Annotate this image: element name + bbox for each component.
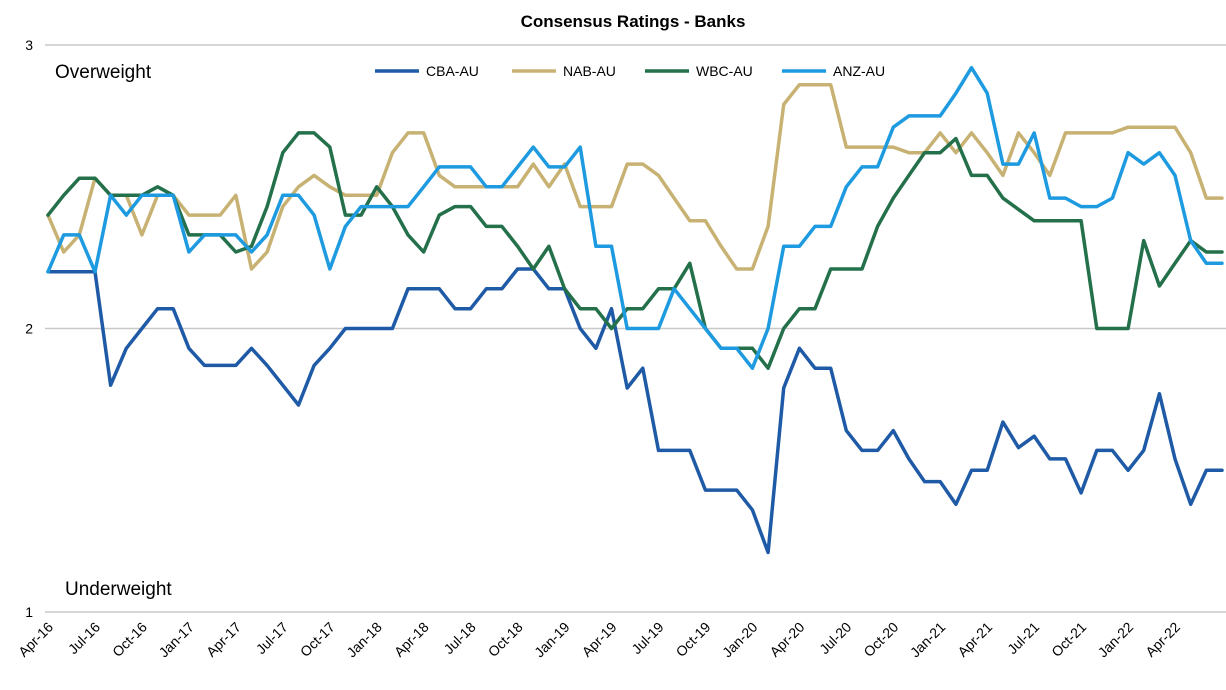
legend: CBA-AU NAB-AU WBC-AU ANZ-AU <box>375 63 885 79</box>
x-tick-label: Jan-22 <box>1095 619 1137 661</box>
legend-label-cba-au: CBA-AU <box>426 63 479 79</box>
x-tick-label: Jan-21 <box>907 619 949 661</box>
x-tick-label: Jul-18 <box>440 619 478 657</box>
x-tick-label: Oct-18 <box>485 619 526 660</box>
series-line-cba-au <box>46 267 1224 555</box>
x-tick-label: Apr-16 <box>15 619 56 660</box>
y-tick-label: 2 <box>25 321 33 337</box>
x-tick-label: Jul-19 <box>628 619 666 657</box>
legend-label-anz-au: ANZ-AU <box>833 63 885 79</box>
x-tick-label: Jul-16 <box>65 619 103 657</box>
underweight-annotation: Underweight <box>65 579 172 600</box>
y-tick-label: 3 <box>25 37 33 53</box>
x-tick-label: Oct-20 <box>860 619 901 660</box>
x-tick-label: Jan-17 <box>155 619 197 661</box>
series-line-nab-au <box>46 82 1224 271</box>
overweight-annotation: Overweight <box>55 62 152 83</box>
y-axis-ticks: 1 2 3 <box>25 37 33 620</box>
x-tick-label: Jan-19 <box>531 619 573 661</box>
legend-label-wbc-au: WBC-AU <box>696 63 753 79</box>
x-tick-label: Apr-20 <box>766 619 807 660</box>
x-tick-label: Oct-16 <box>109 619 150 660</box>
x-tick-label: Jul-20 <box>816 619 854 657</box>
x-tick-label: Oct-19 <box>673 619 714 660</box>
x-tick-label: Apr-18 <box>391 619 432 660</box>
x-tick-label: Jan-20 <box>719 619 761 661</box>
x-axis-ticks: Apr-16 Jul-16 Oct-16 Jan-17 Apr-17 Jul-17 Oct-… <box>15 619 1183 661</box>
x-tick-label: Oct-21 <box>1048 619 1089 660</box>
chart-title: Consensus Ratings - Banks <box>521 12 746 31</box>
x-tick-label: Jul-17 <box>253 619 291 657</box>
x-tick-label: Jan-18 <box>343 619 385 661</box>
legend-label-nab-au: NAB-AU <box>563 63 616 79</box>
x-tick-label: Oct-17 <box>297 619 338 660</box>
x-tick-label: Apr-22 <box>1142 619 1183 660</box>
x-tick-label: Jul-21 <box>1004 619 1042 657</box>
series-lines <box>46 65 1224 555</box>
series-line-anz-au <box>46 65 1224 370</box>
series-line-wbc-au <box>46 131 1224 370</box>
x-tick-label: Apr-19 <box>579 619 620 660</box>
x-tick-label: Apr-17 <box>203 619 244 660</box>
y-tick-label: 1 <box>25 604 33 620</box>
x-tick-label: Apr-21 <box>954 619 995 660</box>
